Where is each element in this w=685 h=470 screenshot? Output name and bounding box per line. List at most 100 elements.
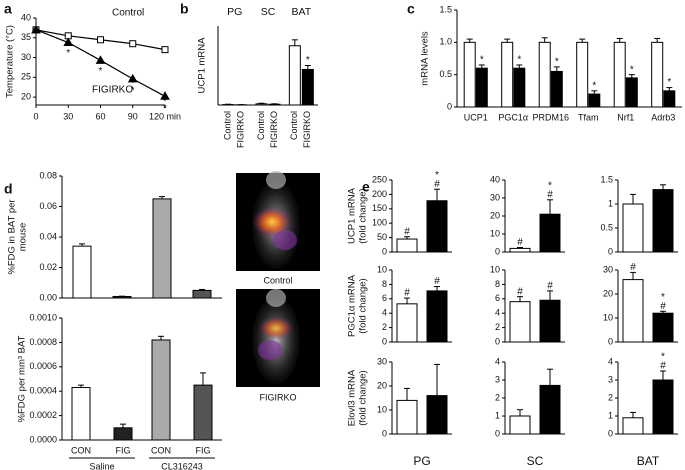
x-tick-label: Nrf1 bbox=[617, 112, 634, 122]
bar bbox=[613, 41, 626, 108]
significance-mark: # bbox=[547, 189, 553, 200]
x-tick-label: FIG bbox=[116, 445, 131, 455]
y-tick-label: 0 bbox=[382, 336, 387, 346]
panel-letter: a bbox=[4, 1, 12, 17]
bar bbox=[622, 279, 644, 343]
bar bbox=[255, 103, 268, 106]
y-tick-label: 2 bbox=[495, 392, 500, 402]
significance-mark: # bbox=[660, 361, 666, 372]
group-label: BAT bbox=[292, 6, 312, 18]
bar bbox=[509, 415, 531, 435]
x-tick-label: FIG bbox=[196, 445, 211, 455]
bar bbox=[509, 247, 531, 253]
y-axis-label: PGC1α mRNA bbox=[347, 274, 358, 337]
significance-mark: # bbox=[517, 237, 523, 248]
x-tick-label: Control bbox=[256, 111, 266, 140]
bar bbox=[501, 41, 514, 108]
y-tick-label: 2 bbox=[382, 322, 387, 332]
y-tick-label: 40 bbox=[21, 12, 31, 22]
bar bbox=[588, 93, 601, 108]
y-tick-label: 10 bbox=[490, 264, 500, 274]
group-label: Saline bbox=[89, 461, 114, 470]
significance-mark: * bbox=[555, 57, 559, 68]
significance-mark: * bbox=[163, 104, 167, 115]
significance-mark: * bbox=[548, 180, 552, 191]
panel-letter: c bbox=[407, 1, 415, 17]
y-tick-label: 0.0008 bbox=[29, 337, 57, 347]
x-tick-label: FIGIRKO bbox=[302, 111, 312, 148]
y-tick-label: 0.06 bbox=[39, 201, 57, 211]
x-tick-label: CON bbox=[71, 445, 91, 455]
significance-mark: # bbox=[434, 276, 440, 287]
bar bbox=[426, 395, 448, 435]
bar bbox=[622, 203, 644, 253]
y-tick-label: 10 bbox=[377, 264, 387, 274]
bar bbox=[112, 295, 132, 299]
y-axis-label: Temperature (°C) bbox=[5, 25, 16, 98]
y-tick-label: 1.5 bbox=[600, 174, 613, 184]
y-tick-label: 0.0006 bbox=[29, 361, 57, 371]
significance-mark: * bbox=[661, 292, 665, 303]
point bbox=[63, 37, 74, 47]
y-tick-label: 0.5 bbox=[600, 222, 613, 232]
y-tick-label: 250 bbox=[372, 174, 387, 184]
y-tick-label: 0.5 bbox=[439, 69, 452, 79]
significance-mark: * bbox=[667, 77, 671, 88]
significance-mark: * bbox=[306, 55, 310, 66]
bar bbox=[625, 77, 638, 108]
point bbox=[31, 24, 41, 34]
significance-mark: * bbox=[480, 55, 484, 66]
group-label: SC bbox=[261, 6, 276, 18]
y-axis-label: UCP1 mRNA bbox=[347, 187, 358, 244]
bar bbox=[268, 103, 281, 106]
bar bbox=[71, 387, 91, 441]
y-tick-label: 4 bbox=[608, 356, 613, 366]
bar bbox=[192, 289, 212, 299]
y-tick-label: 10 bbox=[603, 312, 613, 322]
bar bbox=[396, 399, 418, 435]
panel-letter: b bbox=[180, 1, 189, 17]
bar bbox=[652, 379, 674, 435]
point bbox=[161, 46, 169, 54]
y-tick-label: 150 bbox=[372, 203, 387, 213]
bar bbox=[652, 189, 674, 253]
y-tick-label: 10 bbox=[490, 228, 500, 238]
significance-mark: # bbox=[404, 226, 410, 237]
x-axis-label: SC bbox=[527, 454, 544, 468]
y-tick-label: 1 bbox=[608, 198, 613, 208]
y-tick-label: 100 bbox=[372, 218, 387, 228]
x-tick-label: 60 bbox=[95, 111, 105, 121]
y-tick-label: 0.0002 bbox=[29, 410, 57, 420]
x-tick-label: Tfam bbox=[578, 112, 599, 122]
y-tick-label: 0 bbox=[608, 336, 613, 346]
significance-mark: # bbox=[434, 179, 440, 190]
x-tick-label: CON bbox=[151, 445, 171, 455]
y-tick-label: 0.0000 bbox=[29, 434, 57, 444]
bar bbox=[539, 299, 561, 343]
series-label: FIGIRKO bbox=[92, 85, 133, 96]
y-tick-label: 20 bbox=[603, 288, 613, 298]
y-tick-label: 0.02 bbox=[39, 262, 57, 272]
y-tick-label: 0 bbox=[608, 428, 613, 438]
y-tick-label: 6 bbox=[382, 293, 387, 303]
y-axis-label: Elovl3 mRNA bbox=[347, 369, 358, 426]
bar bbox=[193, 384, 213, 441]
image-caption: FIGIRKO bbox=[259, 392, 296, 402]
y-tick-label: 0 bbox=[447, 101, 452, 111]
y-tick-label: 35 bbox=[21, 32, 31, 42]
significance-mark: * bbox=[592, 80, 596, 91]
y-axis-label: %FDG per mm³ BAT bbox=[17, 335, 28, 422]
y-tick-label: 0.0004 bbox=[29, 386, 57, 396]
x-tick-label: 120 min bbox=[149, 111, 181, 121]
bar bbox=[509, 301, 531, 343]
x-tick-label: 90 bbox=[128, 111, 138, 121]
y-axis-label: mouse bbox=[18, 223, 29, 252]
y-axis-label: (fold change) bbox=[358, 370, 369, 425]
point bbox=[160, 91, 170, 100]
bar bbox=[151, 339, 171, 441]
y-tick-label: 3 bbox=[608, 374, 613, 384]
point bbox=[97, 36, 104, 44]
y-tick-label: 1 bbox=[495, 410, 500, 420]
significance-mark: * bbox=[99, 66, 103, 77]
